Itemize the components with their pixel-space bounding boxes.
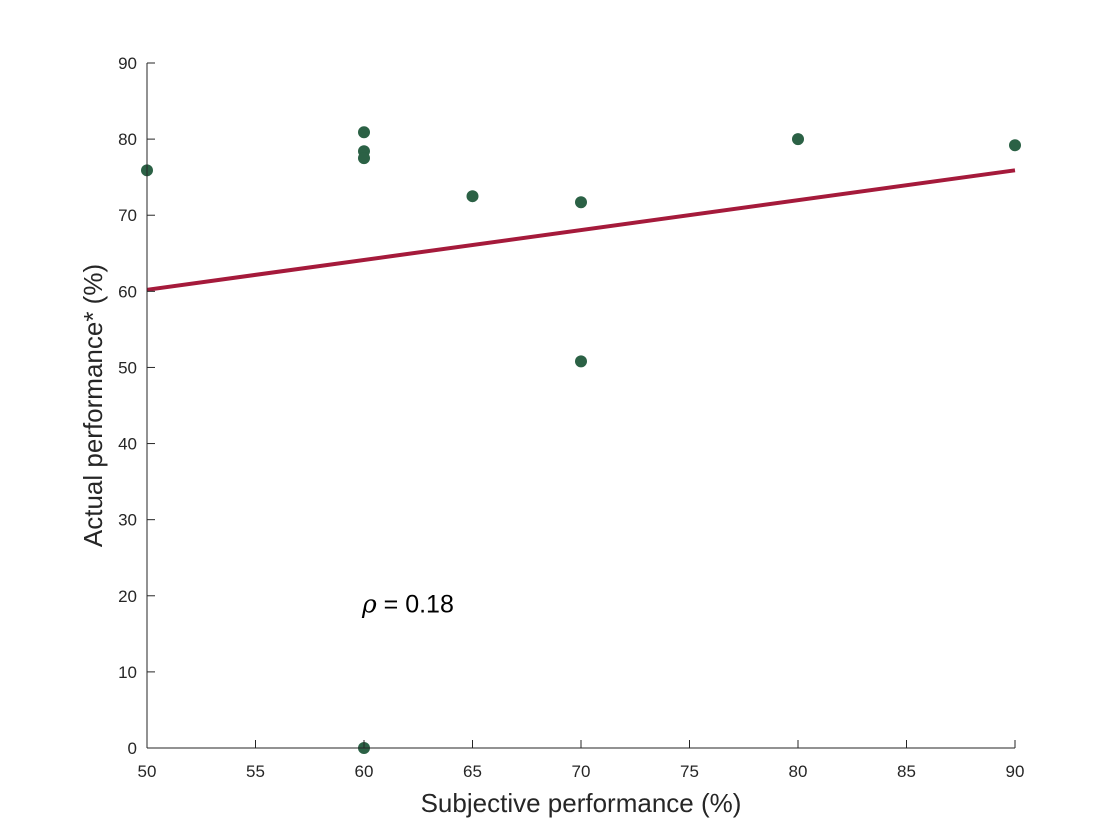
correlation-value: = 0.18 [377, 591, 454, 619]
data-point [792, 133, 804, 146]
y-tick-label: 60 [118, 282, 137, 301]
y-tick-label: 50 [118, 358, 137, 377]
data-points-layer [141, 126, 1021, 754]
correlation-annotation: ρ = 0.18 [361, 590, 454, 619]
x-tick-label: 75 [680, 762, 699, 781]
y-tick-label: 80 [118, 130, 137, 149]
data-point [358, 152, 370, 165]
data-point [575, 196, 587, 209]
data-point [1009, 139, 1021, 152]
y-tick-label: 20 [118, 587, 137, 606]
x-tick-label: 55 [246, 762, 265, 781]
y-tick-label: 90 [118, 54, 137, 73]
data-point [358, 126, 370, 139]
x-tick-label: 85 [897, 762, 916, 781]
x-tick-label: 60 [355, 762, 374, 781]
ticks-layer: 50 55 60 65 70 75 80 85 90 0 10 20 30 40 50 60 70 80 90 [118, 54, 1024, 781]
y-axis-label: Actual performance* (%) [78, 264, 108, 547]
x-axis-label: Subjective performance (%) [421, 788, 742, 818]
data-point [466, 190, 479, 203]
y-tick-label: 10 [118, 663, 137, 682]
y-tick-label: 0 [128, 739, 137, 758]
data-point [575, 355, 587, 368]
y-tick-label: 40 [118, 435, 137, 454]
x-tick-label: 80 [789, 762, 808, 781]
x-tick-label: 70 [572, 762, 591, 781]
y-tick-label: 30 [118, 511, 137, 530]
axes-layer [146, 63, 1015, 749]
x-tick-label: 90 [1006, 762, 1025, 781]
regression-fit-line [146, 168, 1016, 292]
rho-symbol: ρ [361, 590, 377, 619]
x-tick-label: 65 [463, 762, 482, 781]
fit-line-layer [146, 168, 1016, 292]
x-tick-label: 50 [138, 762, 157, 781]
y-tick-label: 70 [118, 206, 137, 225]
